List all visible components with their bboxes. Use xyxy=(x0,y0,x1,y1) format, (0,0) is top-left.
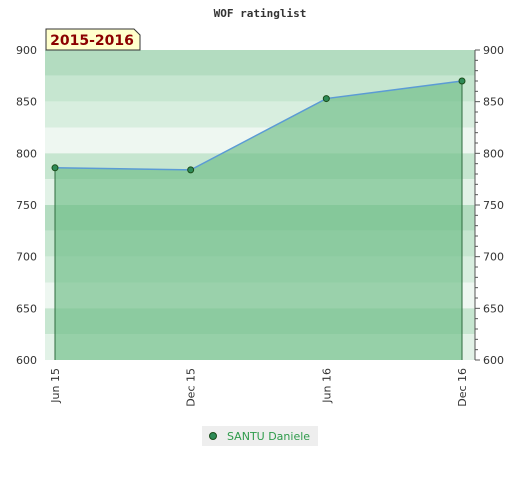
y-tick-label-right: 850 xyxy=(483,96,504,109)
y-tick-label-right: 700 xyxy=(483,251,504,264)
y-tick-label-left: 700 xyxy=(16,251,37,264)
area-layer xyxy=(51,77,466,360)
period-badge: 2015-2016 xyxy=(45,28,141,51)
data-point xyxy=(187,166,195,174)
y-tick-label-left: 600 xyxy=(16,354,37,367)
period-badge-box xyxy=(45,28,141,51)
legend-label: SANTU Daniele xyxy=(227,430,310,443)
period-badge-label: 2015-2016 xyxy=(50,33,134,49)
legend-marker xyxy=(209,432,217,440)
data-point xyxy=(51,164,59,172)
y-tick-label-left: 750 xyxy=(16,199,37,212)
x-tick-label: Jun 15 xyxy=(49,368,62,404)
y-axis-left: 600 650 700 750 800 850 900 xyxy=(16,44,37,367)
y-tick-label-left: 650 xyxy=(16,302,37,315)
y-tick-label-right: 750 xyxy=(483,199,504,212)
x-axis: Jun 15 Dec 15 Jun 16 Dec 16 xyxy=(49,368,469,407)
x-tick-label: Dec 16 xyxy=(456,368,469,407)
data-point xyxy=(322,95,330,103)
series-line xyxy=(54,80,463,171)
legend: SANTU Daniele xyxy=(202,426,318,446)
y-tick-label-left: 850 xyxy=(16,96,37,109)
x-tick-label: Dec 15 xyxy=(185,368,198,407)
y-tick-label-right: 650 xyxy=(483,302,504,315)
chart-title: WOF ratinglist xyxy=(214,7,307,20)
y-tick-label-right: 900 xyxy=(483,44,504,57)
x-tick-label: Jun 16 xyxy=(320,368,333,404)
y-tick-label-left: 900 xyxy=(16,44,37,57)
series-area xyxy=(55,81,462,360)
background-band xyxy=(45,50,475,76)
y-axis-right: 600 650 700 750 800 850 900 xyxy=(474,44,504,367)
y-tick-label-right: 800 xyxy=(483,147,504,160)
y-tick-label-right: 600 xyxy=(483,354,504,367)
data-point xyxy=(458,77,466,85)
y-tick-label-left: 800 xyxy=(16,147,37,160)
legend-box xyxy=(202,426,318,446)
